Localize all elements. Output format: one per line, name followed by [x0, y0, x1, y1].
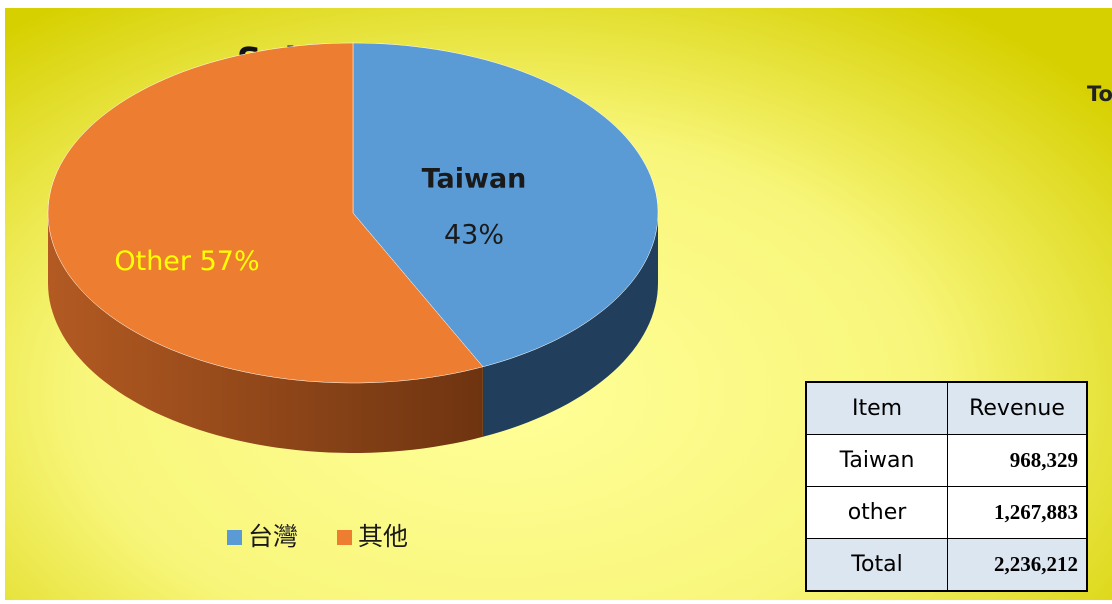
- slice-label-value: 57%: [200, 246, 260, 277]
- clipped-text: To: [1087, 82, 1112, 106]
- table-header: Item Revenue: [805, 381, 1088, 435]
- slice-label-name: Other: [114, 246, 192, 277]
- item-cell: Total: [805, 538, 948, 592]
- slice-side: [482, 213, 658, 437]
- table-row: other 1,267,883: [805, 486, 1088, 539]
- legend-swatch: [337, 530, 352, 545]
- item-cell: Taiwan: [805, 434, 948, 487]
- legend-swatch: [227, 530, 242, 545]
- table-row: Total 2,236,212: [805, 538, 1088, 592]
- slice-label-name: Taiwan: [422, 164, 527, 195]
- table-row: Taiwan 968,329: [805, 434, 1088, 487]
- slice-label: Other 57%: [114, 246, 259, 277]
- slice-label-value: 43%: [444, 220, 504, 251]
- revenue-table: Item Revenue Taiwan 968,329 other 1,267,…: [805, 381, 1088, 592]
- slice-side: [48, 213, 483, 453]
- header-cell: Revenue: [947, 381, 1088, 435]
- revenue-cell: 968,329: [947, 434, 1088, 487]
- item-cell: other: [805, 486, 948, 539]
- revenue-cell: 2,236,212: [947, 538, 1088, 592]
- revenue-cell: 1,267,883: [947, 486, 1088, 539]
- legend-label: 其他: [358, 522, 408, 551]
- pie-slice: [352, 42, 659, 368]
- header-cell: Item: [805, 381, 948, 435]
- pie-slice: [47, 42, 484, 384]
- legend-label: 台灣: [248, 522, 298, 551]
